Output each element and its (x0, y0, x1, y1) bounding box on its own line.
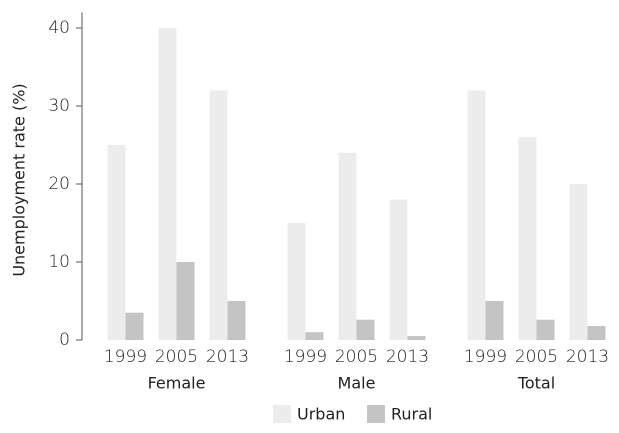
x-tick-label: 2013 (386, 347, 429, 367)
bar (227, 301, 246, 340)
bar (389, 199, 408, 340)
bar (338, 152, 357, 340)
legend-swatch (367, 405, 385, 423)
x-tick-label: 2005 (335, 347, 378, 367)
bar (287, 223, 306, 340)
bar (176, 262, 195, 340)
bar (407, 336, 426, 340)
y-tick-label: 40 (48, 18, 70, 38)
bar (107, 145, 126, 340)
y-tick-label: 20 (48, 174, 70, 194)
bar (209, 90, 228, 341)
bar (569, 184, 588, 340)
x-tick-label: 2013 (566, 347, 609, 367)
x-tick-label: 2005 (155, 347, 198, 367)
bar (158, 28, 177, 340)
bar (587, 325, 606, 340)
y-tick-label: 10 (48, 252, 70, 272)
x-tick-label: 1999 (464, 347, 507, 367)
bar (305, 332, 324, 340)
x-tick-label: 2013 (206, 347, 249, 367)
group-label: Total (517, 374, 555, 393)
group-label: Male (338, 374, 376, 393)
x-tick-label: 1999 (284, 347, 327, 367)
bar (356, 319, 375, 340)
legend-label: Rural (391, 405, 432, 424)
x-tick-label: 1999 (104, 347, 147, 367)
bar (125, 312, 144, 340)
legend-label: Urban (297, 405, 345, 424)
legend-swatch (273, 405, 291, 423)
bar (536, 319, 555, 340)
bar (467, 90, 486, 341)
y-axis-label: Unemployment rate (%) (10, 83, 29, 276)
y-tick-label: 30 (48, 96, 70, 116)
group-label: Female (148, 374, 206, 393)
bar (485, 301, 504, 340)
x-tick-label: 2005 (515, 347, 558, 367)
y-tick-label: 0 (59, 330, 70, 350)
bar (518, 137, 537, 340)
